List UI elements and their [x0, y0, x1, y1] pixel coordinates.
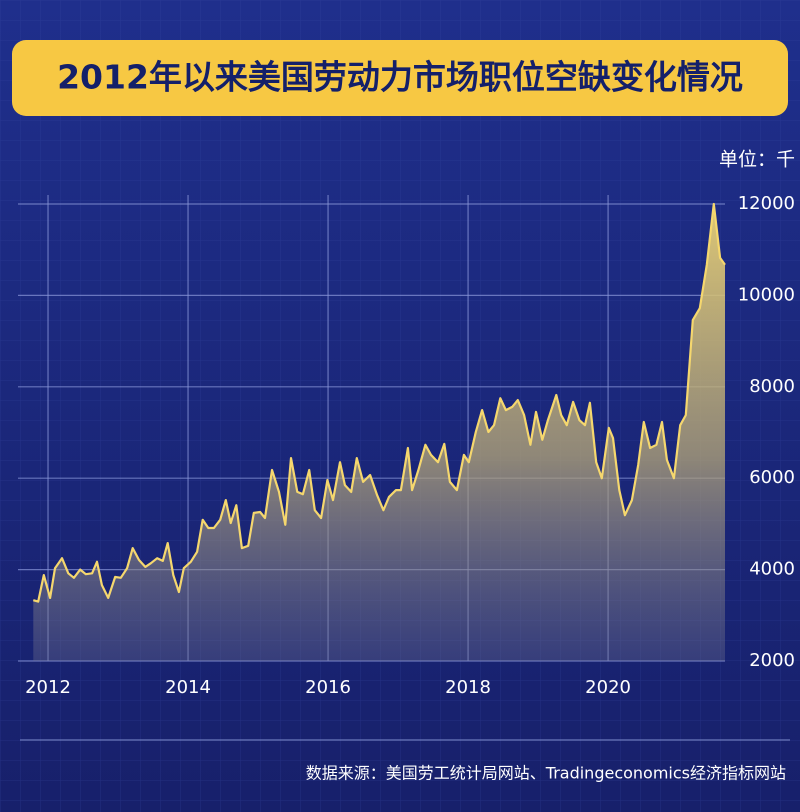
title-box — [12, 40, 788, 116]
x-tick-label: 2012 — [25, 677, 71, 698]
labels: 2000 4000 6000 8000 10000 12000 2012 2014 2016 20… — [25, 193, 795, 698]
y-tick-label: 12000 — [738, 193, 795, 214]
y-tick-label: 2000 — [749, 650, 795, 671]
y-tick-label: 6000 — [749, 467, 795, 488]
x-tick-label: 2020 — [585, 677, 631, 698]
x-tick-label: 2014 — [165, 677, 211, 698]
area-fill — [33, 204, 726, 661]
source-note: 数据来源：美国劳工统计局网站、Tradingeconomics经济指标网站 — [306, 764, 786, 783]
chart-title: 2012年以来美国劳动力市场职位空缺变化情况 — [57, 58, 743, 97]
series-line — [32, 202, 726, 603]
y-tick-label: 4000 — [749, 559, 795, 580]
x-tick-label: 2018 — [445, 677, 491, 698]
y-tick-label: 8000 — [749, 376, 795, 397]
plot — [32, 202, 726, 661]
x-tick-label: 2016 — [305, 677, 351, 698]
y-tick-label: 10000 — [738, 284, 795, 305]
unit-label: 单位：千 — [719, 149, 795, 171]
